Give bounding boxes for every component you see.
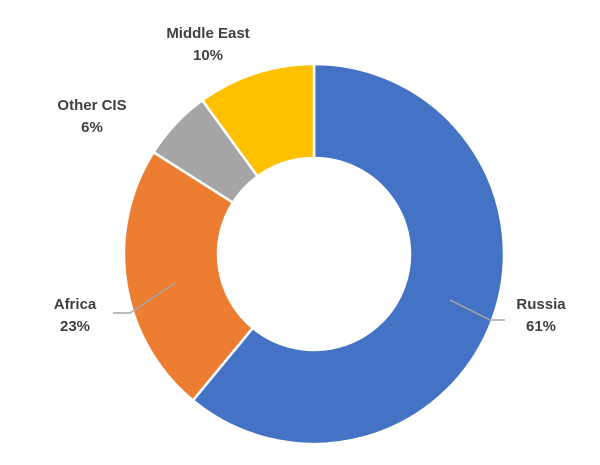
slice-russia xyxy=(191,62,506,446)
data-label-middle-east: Middle East 10% xyxy=(166,25,249,64)
slice-middle-east xyxy=(200,62,316,179)
label-category-africa: Africa xyxy=(54,296,97,313)
label-category-other-cis: Other CIS xyxy=(57,97,126,114)
label-value-other-cis: 6% xyxy=(81,119,103,136)
data-label-russia: Russia 61% xyxy=(516,296,566,335)
slice-africa xyxy=(122,150,255,403)
label-category-russia: Russia xyxy=(516,296,566,313)
data-label-africa: Africa 23% xyxy=(54,296,97,335)
label-value-middle-east: 10% xyxy=(193,47,223,64)
label-value-russia: 61% xyxy=(526,318,556,335)
label-category-middle-east: Middle East xyxy=(166,25,249,42)
data-labels: Russia 61% Africa 23% Other CIS 6% Middle East… xyxy=(54,25,567,335)
data-label-other-cis: Other CIS 6% xyxy=(57,97,126,136)
leader-lines xyxy=(113,282,505,321)
leader-line-russia xyxy=(449,299,505,321)
donut-slices xyxy=(122,62,506,446)
leader-line-africa xyxy=(113,282,176,314)
label-value-africa: 23% xyxy=(60,318,90,335)
